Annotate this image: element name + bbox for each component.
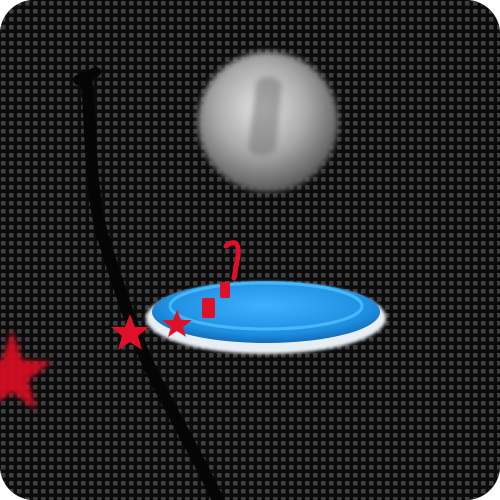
star-icon — [162, 310, 192, 337]
ball — [198, 52, 338, 192]
star-icon — [111, 314, 149, 350]
blue-platform — [146, 281, 386, 354]
track-rope-top — [73, 67, 101, 85]
red-markers — [202, 282, 230, 318]
red-hook — [223, 240, 241, 281]
track-rope — [80, 72, 224, 500]
star-icon — [0, 330, 52, 410]
